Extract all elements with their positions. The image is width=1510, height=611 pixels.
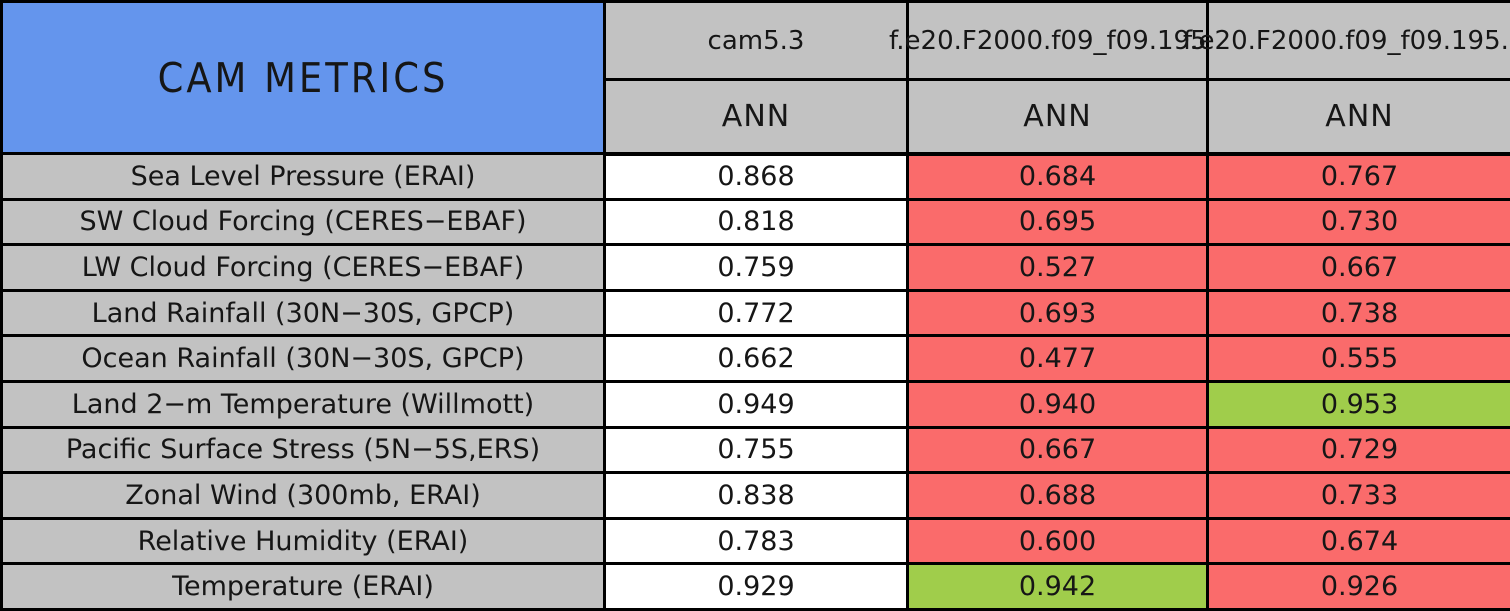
metric-label: SW Cloud Forcing (CERES−EBAF) [0,197,606,247]
metric-value-cell: 0.527 [906,243,1209,292]
metric-label: Pacific Surface Stress (5N−5S,ERS) [0,425,606,475]
model-name: f.e20.F2000.f09_f09.195. [1183,25,1509,56]
model-column-header-case2: f.e20.F2000.f09_f09.195. [1183,0,1510,81]
metric-value-cell: 0.738 [1206,288,1510,338]
table-row: Land Rainfall (30N−30S, GPCP) 0.772 0.69… [0,288,1510,338]
season-header-ann: ANN [603,78,909,156]
metric-value-cell: 0.926 [1206,562,1510,611]
metric-value-cell: 0.555 [1206,334,1510,383]
model-column-header-case1: f.e20.F2000.f09_f09.195 [889,0,1209,81]
metric-value-cell: 0.674 [1206,516,1510,566]
metric-value-cell: 0.667 [906,425,1209,475]
metric-value-cell: 0.783 [603,516,909,566]
season-header-ann: ANN [906,78,1209,156]
table-row: Temperature (ERAI) 0.929 0.942 0.926 [0,562,1510,611]
table-row: Ocean Rainfall (30N−30S, GPCP) 0.662 0.4… [0,334,1510,383]
table-row: LW Cloud Forcing (CERES−EBAF) 0.759 0.52… [0,243,1510,292]
metric-value-cell: 0.772 [603,288,909,338]
metric-value-cell: 0.733 [1206,471,1510,520]
table-row: Land 2−m Temperature (Willmott) 0.949 0.… [0,379,1510,429]
metric-value-cell: 0.759 [603,243,909,292]
metric-value-cell: 0.684 [906,152,1209,201]
metric-value-cell: 0.940 [906,379,1209,429]
metric-value-cell: 0.868 [603,152,909,201]
model-name: cam5.3 [707,25,805,56]
metric-value-cell: 0.688 [906,471,1209,520]
metric-value-cell: 0.693 [906,288,1209,338]
metric-value-cell: 0.730 [1206,197,1510,247]
metric-label: Ocean Rainfall (30N−30S, GPCP) [0,334,606,383]
metric-value-cell: 0.662 [603,334,909,383]
table-row: Pacific Surface Stress (5N−5S,ERS) 0.755… [0,425,1510,475]
metric-value-cell: 0.600 [906,516,1209,566]
table-row: Zonal Wind (300mb, ERAI) 0.838 0.688 0.7… [0,471,1510,520]
season-header-ann: ANN [1206,78,1510,156]
metric-value-cell: 0.953 [1206,379,1510,429]
metric-label: Land Rainfall (30N−30S, GPCP) [0,288,606,338]
metric-label: LW Cloud Forcing (CERES−EBAF) [0,243,606,292]
metric-label: Zonal Wind (300mb, ERAI) [0,471,606,520]
metric-label: Relative Humidity (ERAI) [0,516,606,566]
metric-value-cell: 0.767 [1206,152,1510,201]
metric-label: Temperature (ERAI) [0,562,606,611]
table-title: CAM METRICS [0,0,606,155]
model-name: f.e20.F2000.f09_f09.195 [889,25,1207,56]
model-column-header-baseline: cam5.3 [603,0,909,81]
metric-value-cell: 0.818 [603,197,909,247]
metric-value-cell: 0.755 [603,425,909,475]
metric-value-cell: 0.929 [603,562,909,611]
metric-value-cell: 0.667 [1206,243,1510,292]
table-row: SW Cloud Forcing (CERES−EBAF) 0.818 0.69… [0,197,1510,247]
metric-label: Sea Level Pressure (ERAI) [0,152,606,201]
metric-value-cell: 0.729 [1206,425,1510,475]
metric-value-cell: 0.695 [906,197,1209,247]
table-row: Relative Humidity (ERAI) 0.783 0.600 0.6… [0,516,1510,566]
table-row: Sea Level Pressure (ERAI) 0.868 0.684 0.… [0,152,1510,201]
metric-value-cell: 0.477 [906,334,1209,383]
metric-value-cell: 0.838 [603,471,909,520]
metric-value-cell: 0.942 [906,562,1209,611]
metric-value-cell: 0.949 [603,379,909,429]
metric-label: Land 2−m Temperature (Willmott) [0,379,606,429]
